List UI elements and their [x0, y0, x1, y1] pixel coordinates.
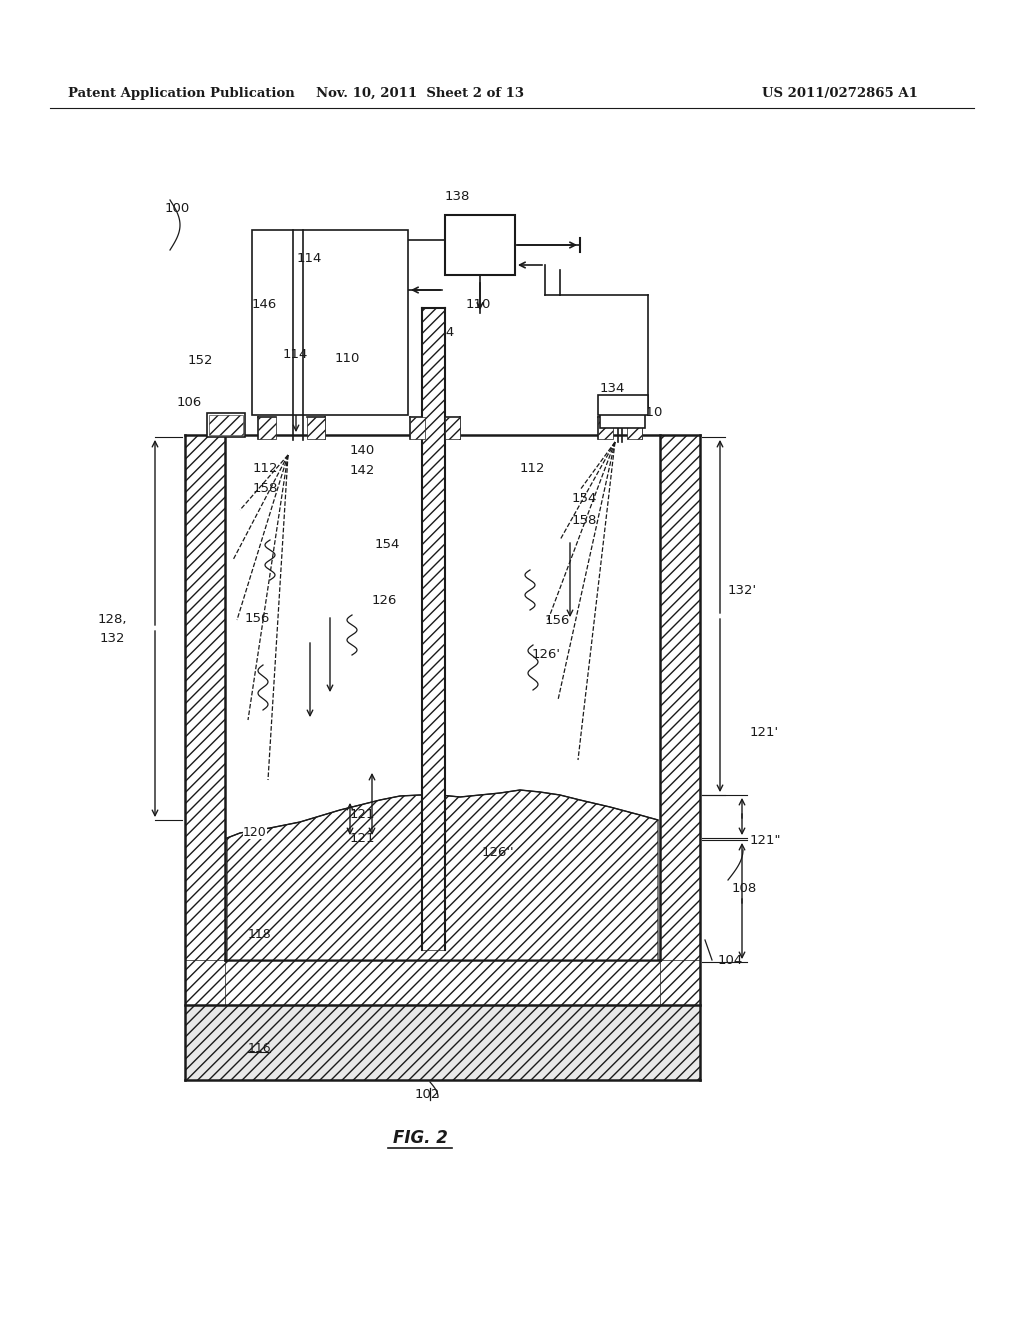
Bar — [445, 215, 515, 275]
Bar — [252, 230, 408, 414]
Bar — [598, 417, 613, 440]
Bar — [225, 960, 660, 1005]
Text: 104: 104 — [718, 953, 743, 966]
Text: 118: 118 — [248, 928, 271, 941]
Text: 121: 121 — [350, 808, 376, 821]
Text: 126: 126 — [372, 594, 397, 606]
Text: 121': 121' — [750, 726, 779, 739]
Text: 110: 110 — [335, 351, 360, 364]
Text: US 2011/0272865 A1: US 2011/0272865 A1 — [762, 87, 918, 99]
Text: 112: 112 — [520, 462, 546, 474]
Text: 126'': 126'' — [482, 846, 515, 858]
Bar — [307, 417, 325, 440]
Polygon shape — [227, 789, 658, 960]
Bar — [209, 414, 243, 436]
Text: 140: 140 — [350, 444, 375, 457]
Bar — [185, 1005, 700, 1080]
Text: 154: 154 — [375, 539, 400, 552]
Text: 144: 144 — [430, 326, 456, 338]
Text: 132': 132' — [728, 583, 757, 597]
Text: 132: 132 — [99, 631, 125, 644]
Text: 106: 106 — [177, 396, 203, 408]
Bar — [207, 413, 245, 437]
Text: 120: 120 — [243, 825, 266, 838]
Text: 156: 156 — [245, 611, 270, 624]
Text: Nov. 10, 2011  Sheet 2 of 13: Nov. 10, 2011 Sheet 2 of 13 — [316, 87, 524, 99]
Text: 108: 108 — [732, 882, 758, 895]
Bar — [627, 417, 642, 440]
Text: 110: 110 — [638, 405, 664, 418]
Bar — [185, 436, 225, 1005]
Bar — [445, 417, 460, 440]
Text: 121": 121" — [750, 833, 781, 846]
Bar — [410, 417, 425, 440]
Text: 146: 146 — [252, 298, 278, 312]
Text: 114: 114 — [297, 252, 323, 264]
Text: 138: 138 — [445, 190, 470, 203]
Text: 150: 150 — [219, 425, 245, 438]
Bar — [422, 308, 445, 950]
Text: FIG. 2: FIG. 2 — [392, 1129, 447, 1147]
Text: 100: 100 — [165, 202, 190, 214]
Text: 126': 126' — [532, 648, 561, 661]
Text: 134: 134 — [600, 381, 626, 395]
Text: 128,: 128, — [97, 614, 127, 627]
Text: 152: 152 — [187, 354, 213, 367]
Bar — [600, 403, 645, 428]
Text: 142: 142 — [350, 463, 376, 477]
Text: 110: 110 — [466, 298, 492, 312]
Text: 158: 158 — [572, 513, 597, 527]
Text: 116: 116 — [248, 1041, 271, 1055]
Text: 121: 121 — [350, 832, 376, 845]
Text: 154: 154 — [572, 491, 597, 504]
Text: 102: 102 — [415, 1088, 440, 1101]
Bar — [660, 436, 700, 1005]
Text: Patent Application Publication: Patent Application Publication — [68, 87, 295, 99]
Text: 114: 114 — [283, 348, 308, 362]
Bar — [258, 417, 276, 440]
Text: 156: 156 — [545, 614, 570, 627]
Bar — [185, 960, 700, 1005]
Text: 112: 112 — [253, 462, 279, 474]
Bar — [598, 395, 648, 414]
Text: 158: 158 — [253, 482, 279, 495]
